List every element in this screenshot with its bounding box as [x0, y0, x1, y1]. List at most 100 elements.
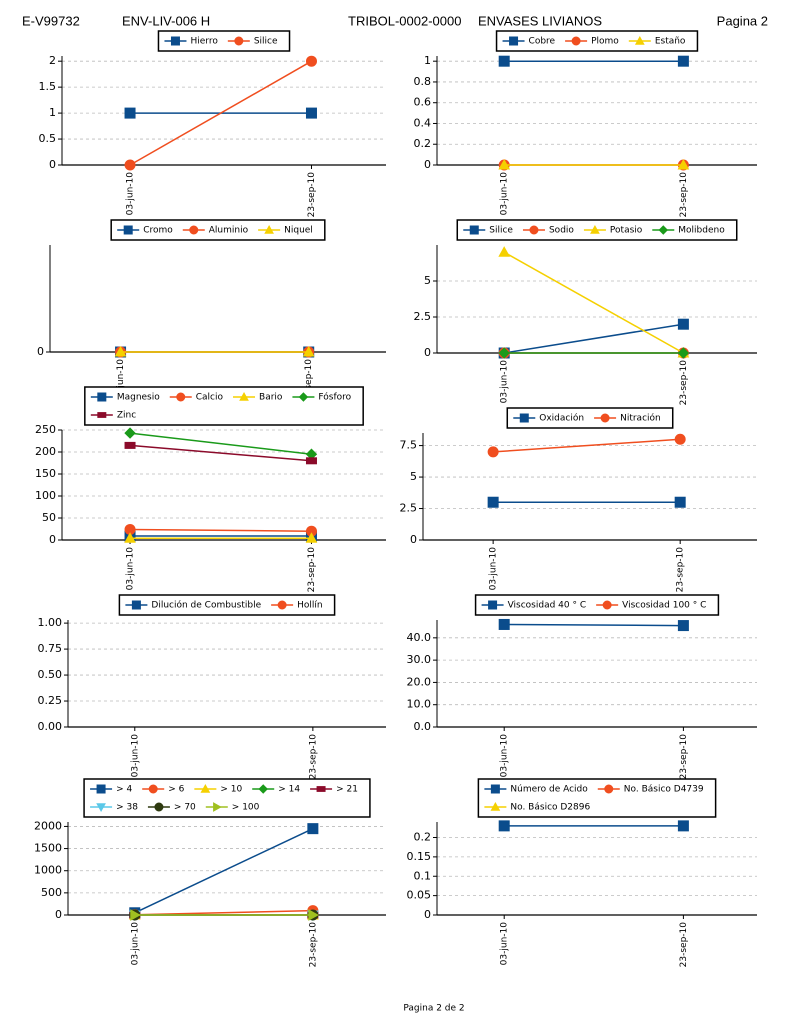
legend-label: Plomo [591, 37, 619, 47]
y-tick-label: 0 [55, 908, 62, 921]
legend-entry: Estaño [628, 35, 686, 47]
legend-entry: > 4 [90, 784, 132, 795]
y-tick-label: 1 [424, 54, 431, 67]
legend: Magnesio Calcio Bario Fósforo Zinc [84, 386, 364, 426]
legend-label: Cromo [143, 226, 173, 236]
x-tick-label: 03-jun-10 [500, 172, 510, 216]
marker [634, 35, 645, 45]
legend-label: Molibdeno [678, 226, 725, 236]
marker [498, 55, 510, 67]
marker [529, 225, 539, 235]
y-tick-label: 0 [410, 533, 417, 546]
legend-entry: Silice [463, 225, 513, 236]
y-tick-label: 0.8 [414, 75, 432, 88]
marker [298, 392, 309, 402]
y-tick-label: 30.0 [407, 653, 432, 666]
marker [677, 820, 689, 832]
marker [519, 413, 529, 423]
y-tick-label: 40.0 [407, 631, 432, 644]
header-item: TRIBOL-0002-0000 [348, 13, 461, 28]
marker [677, 158, 690, 170]
marker [487, 446, 499, 458]
series-line [130, 528, 312, 532]
marker [305, 532, 318, 543]
marker [239, 391, 249, 401]
legend-label: > 4 [116, 785, 132, 795]
y-tick-label: 500 [41, 886, 62, 899]
marker [114, 345, 127, 357]
legend-entry: Hierro [164, 36, 218, 47]
y-tick-label: 0.05 [407, 889, 432, 902]
y-tick-label: 2000 [34, 819, 62, 832]
marker [600, 413, 610, 423]
legend-entry: Molibdeno [652, 225, 725, 236]
legend-label: > 100 [232, 803, 260, 813]
y-tick-label: 0 [37, 345, 44, 358]
marker [170, 36, 180, 46]
y-tick-label: 0.4 [414, 116, 432, 129]
legend: Cobre Plomo Estaño [495, 30, 699, 52]
marker [307, 823, 319, 835]
legend-entry: > 100 [205, 802, 260, 813]
marker [97, 392, 107, 402]
x-tick-label: 03-jun-10 [126, 547, 136, 591]
legend: Hierro Silice [157, 30, 291, 52]
marker [302, 345, 315, 357]
y-tick-label: 0.6 [414, 96, 432, 109]
marker [277, 600, 287, 610]
legend-label: Dilución de Combustible [151, 600, 261, 611]
marker [200, 783, 211, 793]
marker [590, 224, 600, 234]
legend-entry: > 38 [90, 803, 138, 813]
y-tick-label: 20.0 [407, 675, 432, 688]
marker [677, 318, 689, 330]
x-tick-label: 23-sep-10 [307, 547, 317, 593]
legend-entry: Dilución de Combustible [125, 600, 262, 611]
y-tick-label: 5 [424, 274, 431, 287]
y-tick-label: 1000 [34, 864, 62, 877]
legend-entry: Número de Acido [484, 784, 588, 795]
header-item: Pagina 2 [717, 13, 768, 28]
header-item: ENVASES LIVIANOS [478, 13, 602, 28]
y-tick-label: 0.25 [38, 694, 63, 707]
legend-label: Sodio [549, 226, 574, 236]
marker [487, 496, 499, 508]
header-item: ENV-LIV-006 H [122, 13, 210, 28]
legend-frame [118, 594, 336, 616]
legend-label: Fósforo [318, 392, 351, 403]
marker [96, 803, 106, 813]
y-tick-label: 2.5 [414, 310, 432, 323]
legend-label: Potasio [610, 226, 643, 236]
marker [176, 392, 186, 402]
marker [305, 107, 317, 119]
y-tick-label: 0 [49, 158, 56, 171]
legend-entry: Viscosidad 40 ° C [481, 600, 586, 611]
marker [571, 36, 581, 46]
marker [308, 909, 319, 921]
marker [602, 600, 612, 610]
marker [498, 820, 510, 832]
x-tick-label: 23-sep-10 [307, 172, 317, 218]
marker [316, 786, 326, 792]
legend-label: Aluminio [209, 226, 249, 236]
legend-entry: Magnesio [90, 392, 160, 403]
legend-label: No. Básico D2896 [510, 803, 590, 813]
marker [498, 246, 511, 257]
legend-label: Estaño [655, 37, 686, 47]
legend-label: No. Básico D4739 [624, 785, 704, 795]
marker [677, 55, 689, 67]
legend-label: Silice [489, 226, 513, 236]
legend-entry: > 14 [252, 784, 300, 795]
legend: Cromo Aluminio Niquel [110, 219, 326, 241]
y-tick-label: 0.5 [39, 132, 57, 145]
y-tick-label: 100 [35, 489, 56, 502]
x-tick-label: 23-sep-10 [679, 922, 689, 968]
legend-entry: > 70 [147, 802, 196, 813]
series-line [504, 623, 684, 627]
marker [305, 457, 317, 465]
series-line [493, 438, 681, 453]
marker [148, 784, 158, 794]
x-tick-label: 23-sep-10 [679, 734, 689, 780]
